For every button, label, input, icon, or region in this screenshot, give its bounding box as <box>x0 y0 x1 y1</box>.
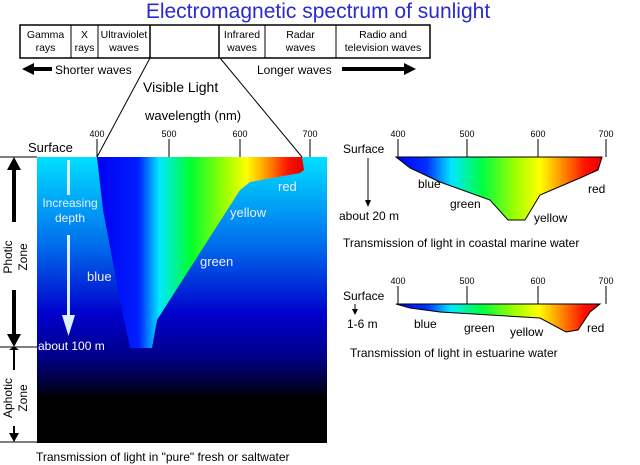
tick-label: 600 <box>530 276 545 286</box>
main-blue-label: blue <box>87 269 112 284</box>
band-label: Infrared <box>224 29 260 41</box>
depth-label: depth <box>55 211 85 225</box>
aphotic-zone-label: Zone <box>16 384 30 412</box>
tick-label: 700 <box>302 129 317 139</box>
main-spectrum-wedge <box>97 157 304 348</box>
tick-label: 400 <box>89 129 104 139</box>
shorter-waves-label: Shorter waves <box>55 63 132 77</box>
coastal-caption: Transmission of light in coastal marine … <box>343 236 579 250</box>
depth-arrow <box>62 160 75 336</box>
estuarine-red-label: red <box>587 321 604 335</box>
visible-light-label: Visible Light <box>143 79 218 95</box>
main-panel: 400 500 600 700 Surface Increasing depth ab… <box>0 129 327 464</box>
band-label: rays <box>36 42 56 54</box>
band-label: Gamma <box>27 29 65 41</box>
tick-label: 500 <box>459 276 474 286</box>
longer-waves-arrow <box>342 63 416 75</box>
band-label: Radio and <box>359 29 407 41</box>
estuarine-green-label: green <box>464 321 495 335</box>
estuarine-caption: Transmission of light in estuarine water <box>350 346 558 360</box>
spectrum-bar: GammaraysXraysUltravioletwavesInfraredwa… <box>19 24 431 59</box>
main-surface-label: Surface <box>28 140 73 155</box>
coastal-spectrum-wedge <box>394 156 603 221</box>
photic-label: Photic <box>1 240 15 273</box>
wavelength-label: wavelength (nm) <box>144 108 241 123</box>
main-yellow-label: yellow <box>230 205 267 220</box>
band-label: Radar <box>286 29 315 41</box>
coastal-blue-label: blue <box>418 177 441 191</box>
coastal-depth-label: about 20 m <box>339 209 399 223</box>
main-green-label: green <box>200 254 233 269</box>
band-label: X <box>81 29 88 41</box>
title: Electromagnetic spectrum of sunlight <box>146 0 490 23</box>
visible-light-zoom-line-right <box>219 57 303 158</box>
main-caption: Transmission of light in "pure" fresh or… <box>36 450 290 464</box>
tick-label: 500 <box>161 129 176 139</box>
estuarine-surface-label: Surface <box>343 289 385 303</box>
coastal-green-label: green <box>450 197 481 211</box>
coastal-panel: 400 500 600 700 Surface about 20 m blue gre… <box>339 129 614 250</box>
tick-label: 500 <box>459 129 474 139</box>
estuarine-panel: 400 500 600 700 Surface 1-6 m blue green ye… <box>343 276 614 360</box>
tick-label: 600 <box>530 129 545 139</box>
estuarine-yellow-label: yellow <box>510 325 544 339</box>
band-label: rays <box>75 42 95 54</box>
estuarine-depth-label: 1-6 m <box>347 317 378 331</box>
tick-label: 600 <box>232 129 247 139</box>
tick-label: 400 <box>390 276 405 286</box>
band-label: television waves <box>345 42 421 54</box>
estuarine-blue-label: blue <box>414 317 437 331</box>
coastal-red-label: red <box>588 182 605 196</box>
band-label: waves <box>108 42 139 54</box>
aphotic-label: Aphotic <box>1 378 15 418</box>
tick-label: 400 <box>390 129 405 139</box>
visible-light-zoom-line-left <box>96 57 151 158</box>
tick-label: 700 <box>598 129 613 139</box>
coastal-yellow-label: yellow <box>534 211 568 225</box>
band-label: Ultraviolet <box>101 29 148 41</box>
tick-label: 700 <box>598 276 613 286</box>
coastal-surface-label: Surface <box>343 142 385 156</box>
photic-zone-label: Zone <box>16 243 30 271</box>
main-red-label: red <box>278 179 297 194</box>
band-label: waves <box>285 42 316 54</box>
main-depth-100m: about 100 m <box>38 339 105 353</box>
shorter-waves-arrow <box>22 63 52 75</box>
estuarine-spectrum-wedge <box>395 303 602 333</box>
longer-waves-label: Longer waves <box>257 63 332 77</box>
increasing-label: Increasing <box>42 196 97 210</box>
band-label: waves <box>226 42 257 54</box>
